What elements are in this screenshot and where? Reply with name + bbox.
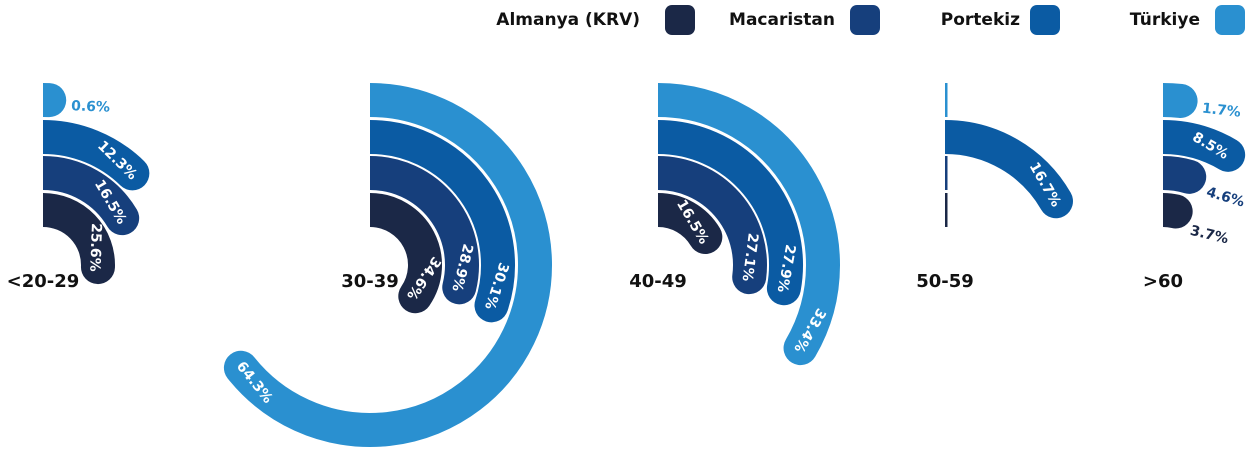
legend-label: Macaristan bbox=[729, 10, 835, 30]
value-label: 4.6% bbox=[1205, 184, 1247, 210]
category-label: 50-59 bbox=[916, 271, 974, 292]
radial-bar bbox=[1146, 83, 1198, 118]
radial-bar bbox=[26, 120, 150, 191]
radial-bar bbox=[26, 156, 140, 236]
group bbox=[223, 83, 552, 447]
legend-swatch bbox=[850, 5, 880, 35]
radial-bar bbox=[641, 156, 767, 295]
value-label: 27.1% bbox=[739, 232, 761, 282]
radial-bar bbox=[945, 156, 948, 190]
group bbox=[928, 83, 1073, 227]
radial-bar bbox=[353, 193, 442, 314]
value-label: 25.6% bbox=[86, 223, 104, 272]
category-label: 40-49 bbox=[629, 271, 687, 292]
radial-bar bbox=[1146, 193, 1193, 229]
legend-label: Portekiz bbox=[941, 10, 1020, 30]
radial-bar bbox=[26, 193, 115, 285]
value-label: 0.6% bbox=[71, 98, 110, 115]
legend-swatch bbox=[665, 5, 695, 35]
radial-bar bbox=[641, 193, 723, 255]
radial-bar bbox=[945, 193, 948, 227]
legend-swatch bbox=[1030, 5, 1060, 35]
radial-bar bbox=[928, 120, 1073, 219]
legend-label: Türkiye bbox=[1130, 10, 1200, 30]
radial-bar bbox=[223, 83, 552, 447]
group bbox=[1146, 83, 1246, 229]
value-label: 1.7% bbox=[1201, 101, 1241, 121]
value-label: 3.7% bbox=[1188, 223, 1229, 248]
radial-bar bbox=[353, 156, 479, 305]
category-label: 30-39 bbox=[341, 271, 399, 292]
category-label: >60 bbox=[1143, 271, 1183, 292]
radial-bar bbox=[945, 83, 948, 117]
legend-label: Almanya (KRV) bbox=[496, 10, 640, 30]
category-label: <20-29 bbox=[7, 271, 80, 292]
group bbox=[641, 83, 840, 366]
radial-bar bbox=[353, 120, 515, 323]
radial-bar bbox=[1146, 156, 1207, 194]
radial-bar bbox=[641, 120, 803, 306]
radial-bar bbox=[641, 83, 840, 366]
group bbox=[26, 82, 150, 285]
radial-bar bbox=[1146, 120, 1246, 172]
legend-swatch bbox=[1215, 5, 1245, 35]
